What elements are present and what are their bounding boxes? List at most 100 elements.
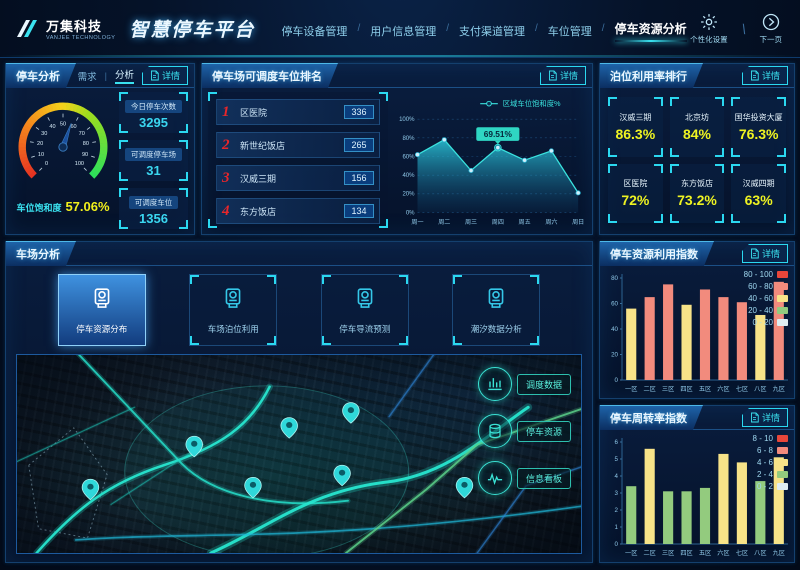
- svg-text:周四: 周四: [492, 219, 504, 226]
- svg-text:1: 1: [615, 524, 619, 531]
- berth-card-5: 东方饭店 73.2%: [669, 163, 725, 223]
- nav-item-3[interactable]: 支付渠道管理: [459, 25, 525, 38]
- berth-name: 北京坊: [684, 112, 709, 122]
- panel-title-parking-analysis: 停车分析: [6, 63, 76, 88]
- bar-三区: [663, 491, 674, 544]
- svg-text:九区: 九区: [773, 385, 785, 393]
- bar-九区: [773, 281, 784, 380]
- ranking-row-1[interactable]: 1 区医院 336: [216, 99, 380, 125]
- svg-text:六区: 六区: [717, 549, 729, 557]
- legend-label: 0 - 2: [756, 482, 773, 491]
- detail-button-parking-analysis[interactable]: 详情: [141, 66, 188, 85]
- map-pin-7[interactable]: [455, 476, 474, 499]
- nav-item-4[interactable]: 车位管理: [547, 25, 592, 38]
- parking-meter-icon: [350, 285, 380, 318]
- map-pin-4[interactable]: [342, 402, 360, 424]
- stat-value: 31: [146, 162, 161, 178]
- stat-value: 3295: [139, 114, 168, 130]
- document-icon: [751, 70, 759, 81]
- svg-text:周一: 周一: [411, 219, 423, 226]
- nav-item-1[interactable]: 停车设备管理: [281, 25, 348, 38]
- svg-text:八区: 八区: [754, 386, 766, 393]
- berth-name: 汉威四期: [742, 179, 775, 189]
- legend-entry-2: 6 - 8: [753, 446, 788, 455]
- lot-tab-2[interactable]: 车场泊位利用: [189, 274, 278, 346]
- bar-二区: [644, 448, 655, 544]
- detail-button-dispatch-ranking[interactable]: 详情: [539, 66, 586, 85]
- next-page-button[interactable]: 下一页: [760, 12, 782, 45]
- svg-text:80: 80: [83, 141, 89, 147]
- gauge-value: 57.06%: [65, 199, 110, 214]
- svg-text:周三: 周三: [465, 219, 477, 226]
- nav-item-5[interactable]: 停车资源分析: [615, 16, 687, 42]
- lot-tab-4[interactable]: 潮汐数据分析: [452, 274, 541, 346]
- settings-button[interactable]: 个性化设置: [690, 12, 728, 45]
- stat-label: 今日停车次数: [125, 99, 182, 113]
- dispatch-data-icon: [477, 367, 512, 401]
- app-title: 智慧停车平台: [129, 20, 256, 41]
- map-pin-5[interactable]: [244, 476, 262, 499]
- svg-text:一区: 一区: [625, 550, 637, 557]
- berth-card-1: 汉威三期 86.3%: [608, 97, 663, 157]
- svg-text:60: 60: [611, 301, 618, 308]
- parking-meter-icon: [481, 285, 511, 318]
- detail-label: 详情: [559, 71, 578, 81]
- ranking-row-3[interactable]: 3 汉威三期 156: [216, 165, 380, 191]
- document-icon: [549, 70, 557, 81]
- legend-swatch: [777, 307, 788, 314]
- berth-value: 84%: [682, 125, 711, 142]
- map-pin-6[interactable]: [333, 464, 351, 487]
- svg-text:七区: 七区: [736, 549, 748, 557]
- svg-text:0: 0: [45, 161, 48, 167]
- detail-button-berth-ranking[interactable]: 详情: [741, 66, 788, 85]
- map-button-2[interactable]: 停车资源: [477, 414, 571, 448]
- svg-text:60%: 60%: [402, 154, 415, 160]
- map-button-1[interactable]: 调度数据: [477, 367, 571, 401]
- svg-text:周五: 周五: [519, 219, 531, 226]
- tab-demand[interactable]: 需求: [77, 71, 97, 83]
- detail-button-resource-index[interactable]: 详情: [741, 244, 788, 263]
- legend-entry-5: 0 - 20: [744, 318, 788, 327]
- svg-text:80%: 80%: [402, 136, 415, 142]
- svg-text:40%: 40%: [402, 173, 415, 179]
- ranking-row-4[interactable]: 4 东方饭店 134: [216, 198, 380, 224]
- legend-entry-1: 8 - 10: [753, 434, 788, 443]
- rank-number: 1: [222, 103, 230, 120]
- map-roads: [17, 355, 581, 553]
- svg-text:周日: 周日: [572, 219, 584, 226]
- logo: 万集科技 VANJEE TECHNOLOGY: [14, 16, 115, 41]
- lot-tab-1[interactable]: 停车资源分布: [57, 274, 146, 346]
- logo-icon: [17, 19, 37, 37]
- svg-text:0: 0: [615, 377, 619, 384]
- lot-tab-row: 停车资源分布 车场泊位利用 停车导流预测 潮汐数据分析: [6, 266, 592, 350]
- tab-analysis[interactable]: 分析: [114, 67, 134, 84]
- svg-text:周六: 周六: [545, 218, 557, 226]
- detail-button-turnover-index[interactable]: 详情: [741, 408, 788, 427]
- nav-item-2[interactable]: 用户信息管理: [370, 25, 437, 38]
- legend-swatch: [777, 295, 788, 302]
- berth-card-3: 国华投资大厦 76.3%: [731, 97, 786, 157]
- bar-八区: [755, 314, 766, 380]
- top-header: 万集科技 VANJEE TECHNOLOGY 智慧停车平台 停车设备管理 / 用户信…: [0, 0, 800, 58]
- berth-name: 区医院: [623, 179, 648, 189]
- map-pin-1[interactable]: [81, 478, 100, 501]
- legend-label: 8 - 10: [752, 434, 773, 443]
- bar-七区: [736, 302, 747, 380]
- bar-三区: [663, 284, 674, 380]
- map-pin-3[interactable]: [280, 417, 298, 439]
- document-icon: [751, 248, 759, 259]
- svg-text:四区: 四区: [680, 386, 692, 393]
- svg-text:六区: 六区: [717, 385, 729, 393]
- lot-tab-3[interactable]: 停车导流预测: [320, 274, 409, 346]
- map-button-3[interactable]: 信息看板: [477, 461, 571, 495]
- berth-card-4: 区医院 72%: [608, 163, 663, 223]
- legend-entry-5: 0 - 2: [753, 482, 788, 491]
- legend-swatch: [777, 271, 788, 278]
- svg-text:50: 50: [60, 122, 66, 128]
- city-map[interactable]: 调度数据停车资源信息看板: [16, 354, 582, 554]
- legend-label: 20 - 40: [748, 306, 773, 315]
- resource-index-legend: 80 - 100 60 - 80 40 - 60 20 - 40 0 - 20: [744, 270, 788, 327]
- svg-text:三区: 三区: [662, 386, 674, 393]
- ranking-row-2[interactable]: 2 新世纪饭店 265: [216, 132, 380, 158]
- map-pin-2[interactable]: [185, 435, 203, 458]
